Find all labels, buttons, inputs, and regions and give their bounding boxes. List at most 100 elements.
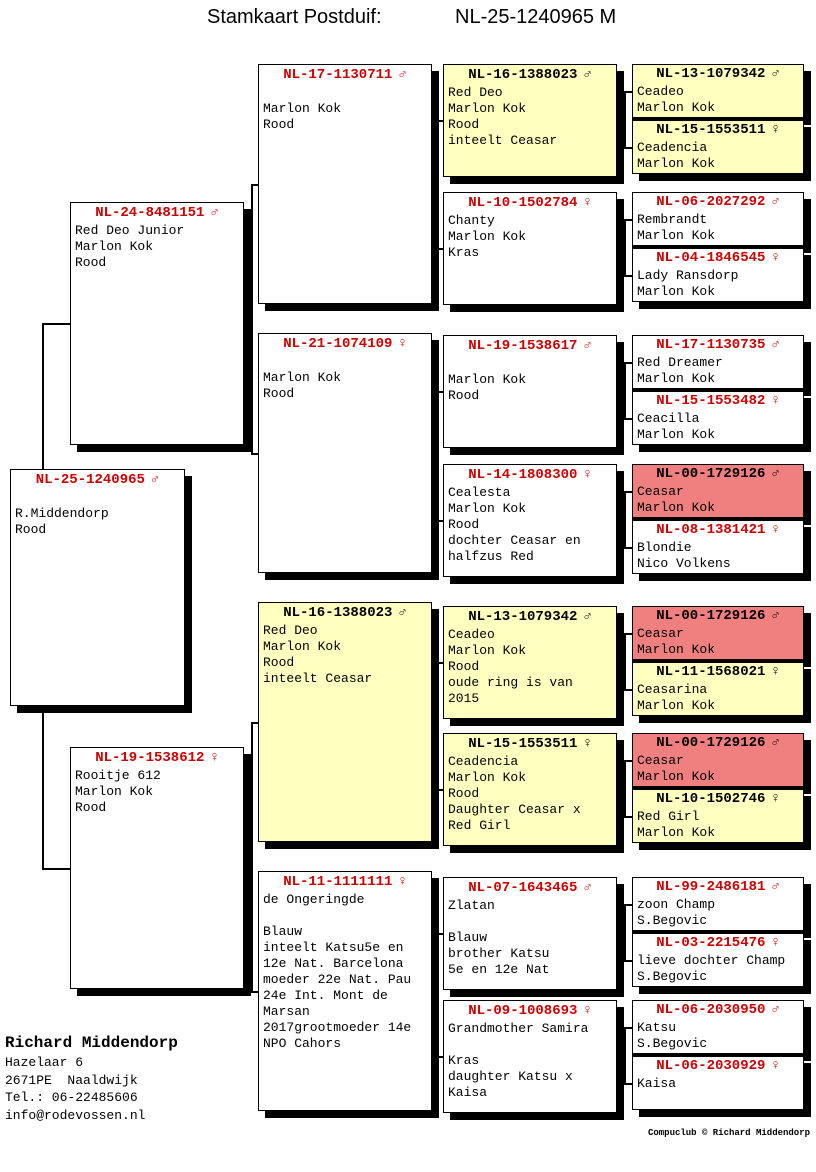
box-body: Kaisa [633,1075,803,1093]
box-text-line: Marlon Kok [637,228,716,243]
box-text-line: Marlon Kok [448,101,527,116]
ring-number: NL-21-1074109 [283,336,393,352]
box-text-line [448,914,612,930]
box-text-line: Rood [448,786,480,801]
pair-divider [632,389,804,391]
box-body: Blondie Nico Volkens [633,539,803,573]
female-icon: ♀ [771,935,780,951]
ring-number: NL-08-1381421 [656,522,766,538]
ring-number: NL-03-2215476 [656,935,766,951]
male-icon: ♂ [210,205,219,221]
box-header: NL-07-1643465 ♂ [444,878,616,897]
box-body: Cealesta Marlon Kok Rood dochter Ceasar en h… [444,484,616,566]
box-text-line: Marlon Kok [263,101,342,116]
box-header: NL-17-1130711 ♂ [259,65,431,84]
male-icon: ♂ [771,194,780,210]
owner-address-street: Hazelaar 6 [5,1055,84,1070]
pair-divider [632,787,804,789]
box-text-line: 5e en 12e Nat [448,962,550,977]
box-text-line: Rood [448,517,480,532]
box-text-line: Ceadencia [637,140,708,155]
connector-line [624,91,632,93]
box-text-line: Marlon Kok [637,500,716,515]
box-body: Red Deo Marlon Kok Rood inteelt Ceasar [444,84,616,150]
female-icon: ♀ [398,874,407,890]
connector-line [624,760,632,762]
box-text-line: 2017grootmoeder 14e [263,1020,412,1035]
connector-line [617,248,624,250]
connector-line [251,722,258,724]
box-text-line: Ceasar [637,626,684,641]
pedigree-box: NL-07-1643465 ♂ Zlatan Blauw brother Katsu 5e… [443,877,617,990]
box-text-line: Chanty [448,213,495,228]
pedigree-box: NL-00-1729126 ♂ Ceasar Marlon Kok [632,733,804,787]
pedigree-box: NL-21-1074109 ♀ Marlon Kok Rood [258,333,432,573]
connector-line [624,219,626,277]
box-header: NL-11-1111111 ♀ [259,872,431,891]
connector-line [624,362,626,420]
box-text-line: Rood [75,800,107,815]
pair-divider [632,660,804,662]
ring-number: NL-10-1502746 [656,791,766,807]
ring-number: NL-07-1643465 [468,880,578,896]
box-body: R.Middendorp Rood [11,489,184,539]
box-text-line: Marlon Kok [263,370,342,385]
box-body: Ceasar Marlon Kok [633,483,803,517]
box-header: NL-16-1388023 ♂ [259,603,431,622]
male-icon: ♂ [583,609,592,625]
box-text-line [448,356,612,372]
box-body: de Ongeringde Blauw inteelt Katsu5e en 12e … [259,891,431,1053]
ring-number: NL-04-1846545 [656,250,766,266]
ring-number: NL-13-1079342 [656,66,766,82]
box-text-line: Marlon Kok [637,825,716,840]
female-icon: ♀ [771,250,780,266]
box-header: NL-06-2030950 ♂ [633,1001,803,1019]
box-text-line: Red Deo Junior [75,223,185,238]
box-body: Rembrandt Marlon Kok [633,211,803,245]
connector-line [437,789,443,791]
ring-number: NL-19-1538617 [468,338,578,354]
female-icon: ♀ [771,122,780,138]
connector-line [617,933,624,935]
ring-number: NL-06-2030929 [656,1058,766,1074]
pedigree-box: NL-16-1388023 ♂ Red Deo Marlon Kok Rood intee… [443,64,617,177]
pedigree-box: NL-11-1111111 ♀ de Ongeringde Blauw inteelt … [258,871,432,1111]
female-icon: ♀ [583,1003,592,1019]
pedigree-box: NL-16-1388023 ♂ Red Deo Marlon Kok Rood intee… [258,602,432,842]
box-text-line: Marlon Kok [448,643,527,658]
credit-line: Compuclub © Richard Middendorp [647,1128,810,1138]
box-text-line: zoon Champ [637,897,716,912]
male-icon: ♂ [398,67,407,83]
male-icon: ♂ [583,880,592,896]
box-body: Ceadencia Marlon Kok [633,139,803,173]
box-text-line: Marlon Kok [637,769,716,784]
box-text-line: inteelt Ceasar [448,133,558,148]
box-header: NL-19-1538612 ♀ [71,748,243,767]
box-text-line: Kras [448,1053,480,1068]
ring-number: NL-11-1111111 [283,874,393,890]
box-header: NL-06-2030929 ♀ [633,1057,803,1075]
connector-line [432,991,437,993]
connector-line [432,184,437,186]
box-header: NL-16-1388023 ♂ [444,65,616,84]
pedigree-box: NL-00-1729126 ♂ Ceasar Marlon Kok [632,464,804,518]
box-header: NL-14-1808300 ♀ [444,465,616,484]
box-header: NL-00-1729126 ♂ [633,734,803,752]
female-icon: ♀ [210,750,219,766]
box-header: NL-10-1502784 ♀ [444,193,616,212]
male-icon: ♂ [771,66,780,82]
connector-line [437,391,439,522]
connector-line [624,491,626,549]
ring-number: NL-00-1729126 [656,735,766,751]
connector-line [624,362,632,364]
box-text-line: Red Girl [637,809,700,824]
box-text-line [263,354,427,370]
box-header: NL-09-1008693 ♀ [444,1001,616,1020]
pedigree-box: NL-15-1553511 ♀ Ceadencia Marlon Kok Rood Dau… [443,733,617,846]
connector-line [624,275,632,277]
connector-line [624,418,632,420]
pedigree-box: NL-17-1130735 ♂ Red Dreamer Marlon Kok [632,335,804,389]
box-text-line: Rood [75,255,107,270]
box-header: NL-15-1553511 ♀ [633,121,803,139]
box-text-line: Marlon Kok [637,427,716,442]
